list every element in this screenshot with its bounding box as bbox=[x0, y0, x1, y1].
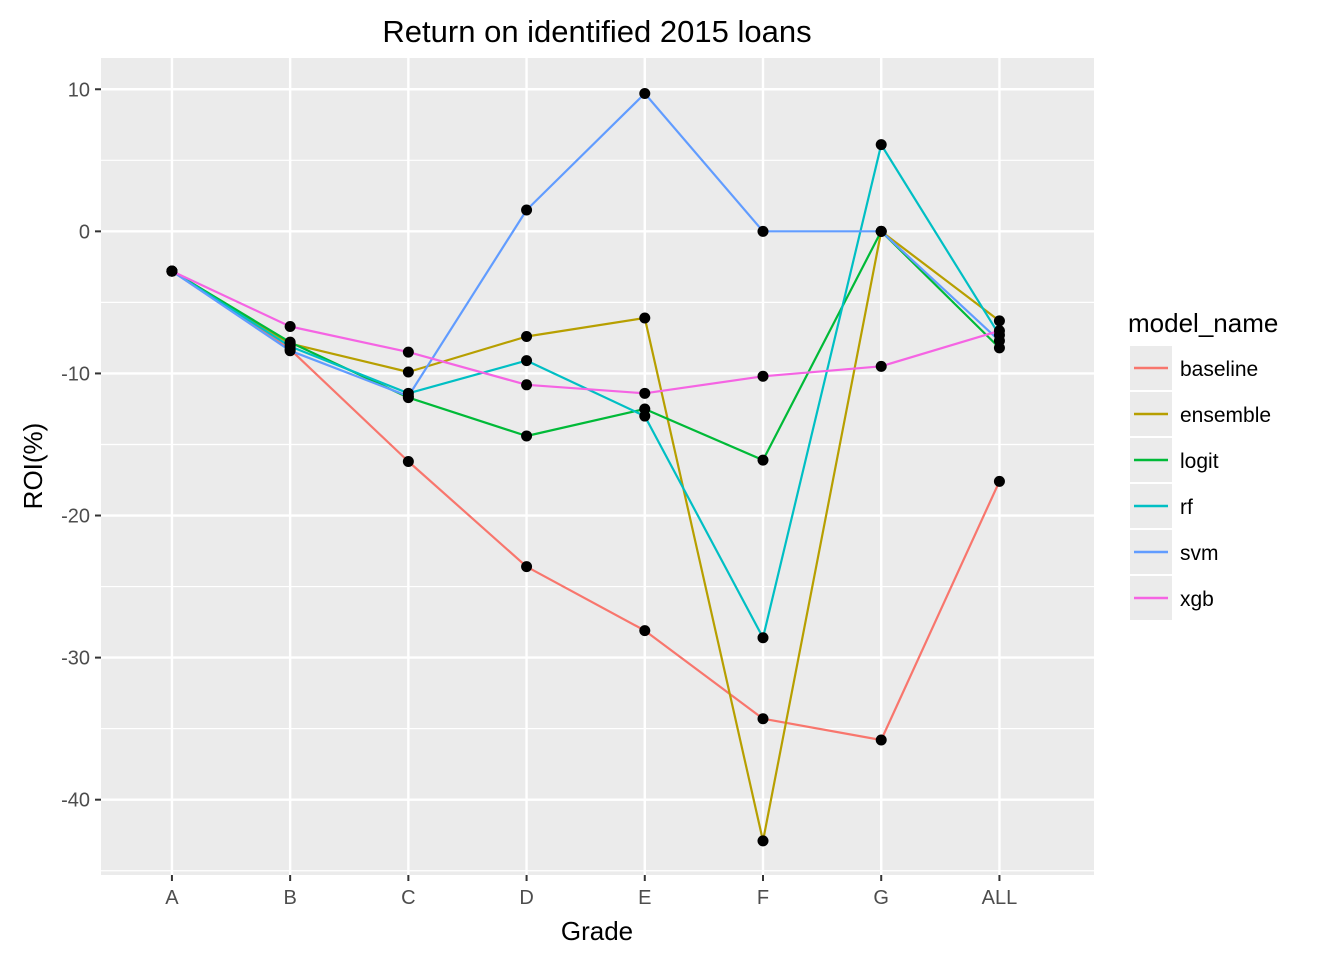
series-line-logit bbox=[171, 230, 1001, 462]
legend-label-baseline: baseline bbox=[1180, 358, 1258, 381]
plot-panel bbox=[101, 58, 1094, 875]
data-point-baseline bbox=[639, 625, 651, 637]
data-point-ensemble bbox=[521, 330, 533, 342]
data-point-ensemble bbox=[993, 315, 1005, 327]
series-points bbox=[166, 88, 1005, 847]
data-point-svm bbox=[757, 225, 769, 237]
y-tick-label: -20 bbox=[61, 506, 90, 528]
data-point-svm bbox=[875, 225, 887, 237]
y-tick-label: 0 bbox=[79, 221, 90, 243]
y-tick-label: -10 bbox=[61, 363, 90, 385]
data-point-xgb bbox=[402, 346, 414, 358]
major-gridlines bbox=[101, 58, 1094, 875]
legend: model_name baseline ensemble logit rf svm xgb bbox=[1128, 308, 1278, 620]
data-point-svm bbox=[993, 335, 1005, 347]
data-point-xgb bbox=[166, 265, 178, 277]
x-tick-label: A bbox=[165, 887, 179, 909]
data-point-xgb bbox=[284, 321, 296, 333]
legend-label-rf: rf bbox=[1180, 496, 1193, 519]
y-tick-label: -40 bbox=[61, 790, 90, 812]
series-line-baseline bbox=[171, 270, 1001, 742]
data-point-svm bbox=[521, 204, 533, 216]
data-point-logit bbox=[521, 430, 533, 442]
data-point-rf bbox=[757, 632, 769, 644]
data-point-svm bbox=[639, 88, 651, 100]
data-point-svm bbox=[402, 390, 414, 402]
data-point-baseline bbox=[521, 561, 533, 573]
chart-title: Return on identified 2015 loans bbox=[382, 14, 811, 49]
data-point-ensemble bbox=[757, 835, 769, 847]
data-point-xgb bbox=[993, 325, 1005, 337]
x-tick-label: E bbox=[638, 887, 651, 909]
legend-label-ensemble: ensemble bbox=[1180, 404, 1271, 427]
legend-label-svm: svm bbox=[1180, 542, 1219, 565]
data-point-rf bbox=[521, 355, 533, 367]
x-axis: A B C D E F G ALL bbox=[165, 875, 1017, 909]
legend-label-logit: logit bbox=[1180, 450, 1219, 473]
data-point-xgb bbox=[639, 387, 651, 399]
data-point-baseline bbox=[757, 713, 769, 725]
x-tick-label: B bbox=[283, 887, 296, 909]
data-point-baseline bbox=[875, 734, 887, 746]
legend-title: model_name bbox=[1128, 308, 1278, 338]
x-tick-label: C bbox=[401, 887, 415, 909]
data-point-rf bbox=[875, 139, 887, 151]
data-point-xgb bbox=[521, 379, 533, 391]
data-point-ensemble bbox=[639, 312, 651, 324]
y-tick-label: -30 bbox=[61, 648, 90, 670]
series-line-xgb bbox=[171, 270, 1000, 395]
series-line-ensemble bbox=[171, 230, 1001, 843]
data-point-rf bbox=[639, 410, 651, 422]
y-axis-title: ROI(%) bbox=[18, 423, 48, 510]
data-point-xgb bbox=[875, 360, 887, 372]
legend-label-xgb: xgb bbox=[1180, 588, 1214, 611]
x-tick-label: F bbox=[757, 887, 769, 909]
minor-gridlines bbox=[101, 159, 1094, 872]
series-lines bbox=[171, 92, 1001, 843]
x-tick-label: G bbox=[873, 887, 889, 909]
data-point-baseline bbox=[402, 456, 414, 468]
data-point-baseline bbox=[993, 475, 1005, 487]
x-tick-label: ALL bbox=[982, 887, 1018, 909]
series-line-svm bbox=[171, 92, 1001, 398]
y-axis: 10 0 -10 -20 -30 -40 bbox=[61, 79, 101, 812]
data-point-ensemble bbox=[402, 366, 414, 378]
x-axis-title: Grade bbox=[561, 916, 633, 946]
data-point-xgb bbox=[757, 370, 769, 382]
data-point-logit bbox=[757, 454, 769, 466]
x-tick-label: D bbox=[519, 887, 533, 909]
data-point-svm bbox=[284, 345, 296, 357]
y-tick-label: 10 bbox=[68, 79, 90, 101]
